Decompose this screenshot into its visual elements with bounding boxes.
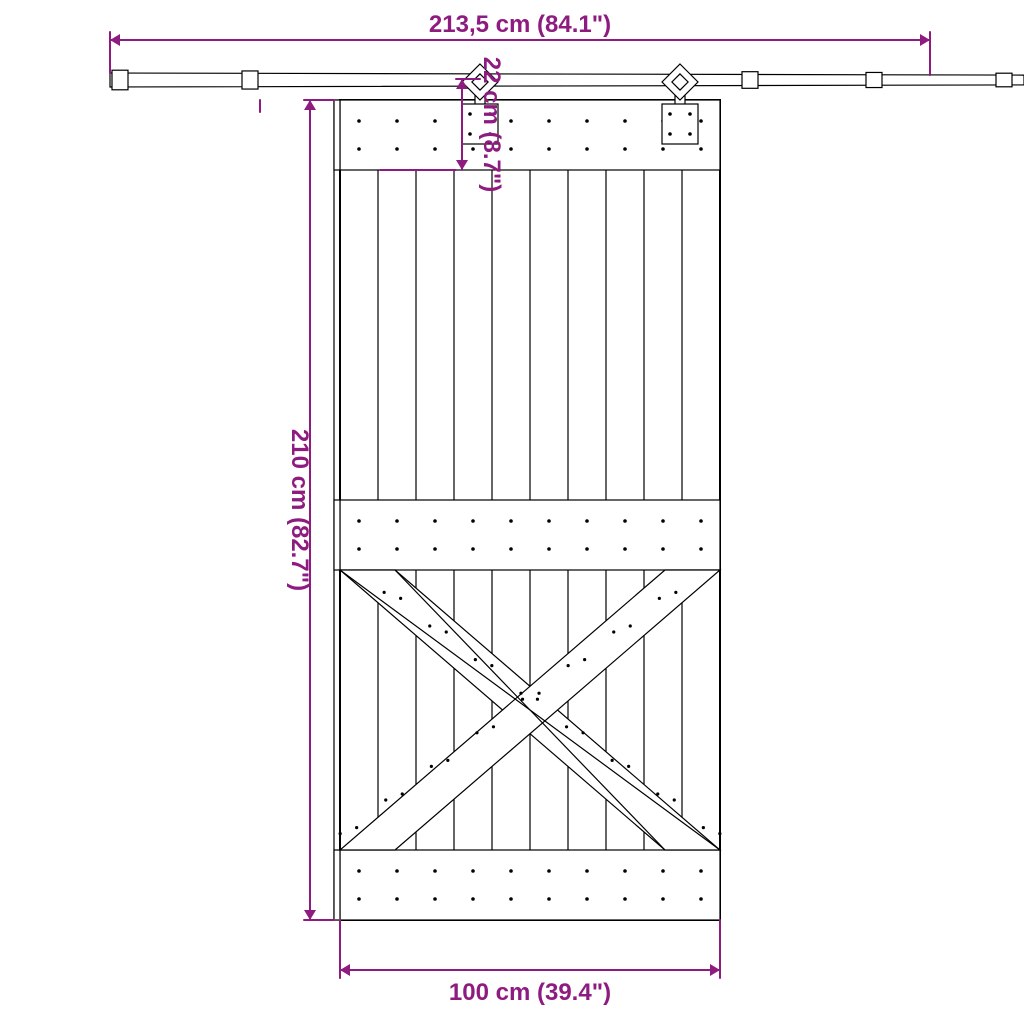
sliding-rail	[110, 70, 1024, 90]
dim-door-height: 210 cm (82.7")	[286, 429, 313, 591]
dim-hanger-height: 22 cm (8.7")	[478, 57, 505, 192]
dim-rail-width: 213,5 cm (84.1")	[429, 11, 611, 38]
door-hanger	[662, 64, 698, 144]
dim-door-width: 100 cm (39.4")	[449, 979, 611, 1006]
barn-door	[334, 100, 721, 920]
